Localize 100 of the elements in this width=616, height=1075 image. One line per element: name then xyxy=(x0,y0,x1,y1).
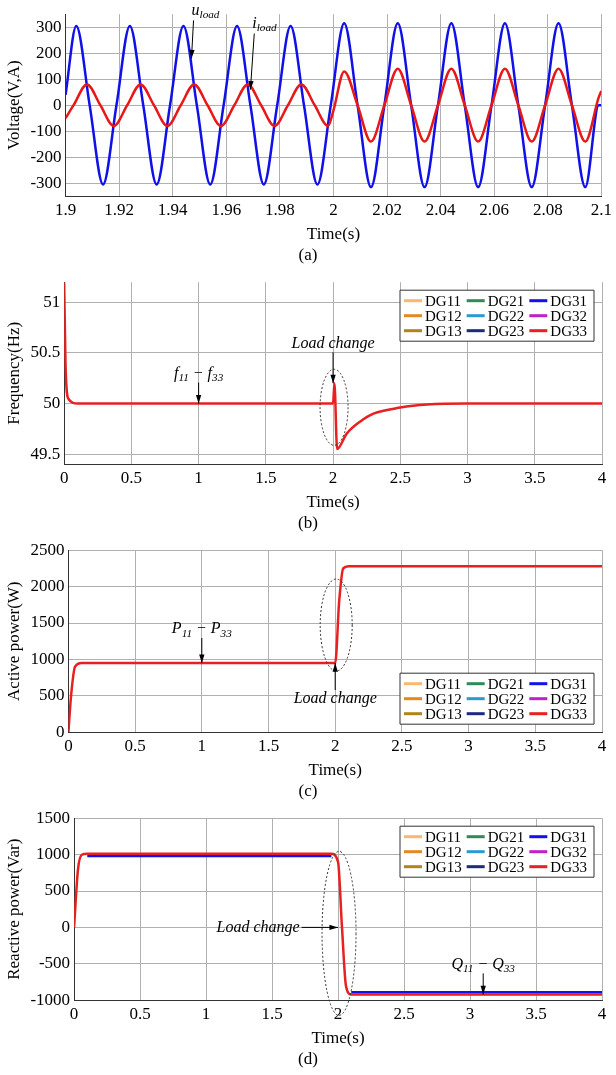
x-tick-label: 3 xyxy=(463,467,472,487)
text: (c) xyxy=(297,781,319,802)
y-tick-label: 2000 xyxy=(30,576,65,596)
text: (b) xyxy=(297,513,319,534)
legend-label: DG32 xyxy=(550,843,588,860)
legend-label: DG32 xyxy=(550,690,588,707)
x-tick-label: 2.08 xyxy=(532,199,563,219)
y-tick-label: 200 xyxy=(36,42,62,62)
legend-label: DG33 xyxy=(550,322,588,339)
x-tick-label: 1.5 xyxy=(255,467,277,487)
x-tick-label: 1.98 xyxy=(265,199,295,219)
x-tick-label: 2 xyxy=(329,199,338,219)
text: (d) xyxy=(297,1049,319,1070)
x-tick-label: 1.94 xyxy=(157,199,189,219)
x-tick-label: 3 xyxy=(465,1003,475,1023)
y-tick-label: 50 xyxy=(43,393,61,412)
x-tick-label: 3.5 xyxy=(524,467,546,487)
x-axis-title: Time(s) xyxy=(306,224,361,244)
y-tick-label: 0 xyxy=(53,94,62,114)
legend-label: DG11 xyxy=(425,828,462,845)
x-tick-label: 2.5 xyxy=(391,735,413,755)
x-tick-label: 3 xyxy=(464,735,473,755)
x-tick-label: 2.5 xyxy=(393,1003,415,1023)
line-series xyxy=(65,67,602,143)
legend-label: DG31 xyxy=(550,292,588,309)
x-tick-label: 2.04 xyxy=(425,199,457,219)
x-tick-label: 4 xyxy=(597,1003,607,1023)
legend-label: DG21 xyxy=(487,828,525,845)
legend-label: DG22 xyxy=(487,690,525,707)
text: (a) xyxy=(297,245,319,266)
y-axis-title: Reactive power(Var) xyxy=(3,838,23,980)
legend-label: DG22 xyxy=(487,307,525,324)
legend-label: DG11 xyxy=(425,675,462,692)
y-tick-label: 1500 xyxy=(36,807,71,827)
x-tick-label: 3.5 xyxy=(525,1003,547,1023)
x-tick-label: 1.9 xyxy=(54,199,77,219)
y-tick-label: -300 xyxy=(30,172,62,192)
y-tick-label: -100 xyxy=(30,120,62,140)
y-tick-label: 500 xyxy=(44,880,71,900)
legend-label: DG12 xyxy=(425,690,462,707)
legend-label: DG23 xyxy=(487,322,525,339)
legend-label: DG23 xyxy=(487,858,525,875)
x-tick-label: 0.5 xyxy=(120,467,143,487)
x-tick-label: 2.1 xyxy=(590,199,612,219)
legend-label: DG11 xyxy=(425,292,462,309)
x-axis-title: Time(s) xyxy=(308,760,362,780)
y-tick-label: 2500 xyxy=(30,539,65,559)
x-tick-label: 0.5 xyxy=(129,1003,151,1023)
x-tick-label: 1.92 xyxy=(104,199,135,219)
legend-label: DG13 xyxy=(425,322,462,339)
legend-label: DG21 xyxy=(487,675,525,692)
legend-label: DG12 xyxy=(425,307,462,324)
legend-label: DG13 xyxy=(425,858,462,875)
x-tick-label: 1.5 xyxy=(257,735,280,755)
legend-label: DG13 xyxy=(425,705,462,722)
x-tick-label: 2 xyxy=(333,1003,343,1023)
legend-label: DG33 xyxy=(550,705,588,722)
y-tick-label: 1000 xyxy=(30,648,65,668)
legend-label: DG23 xyxy=(487,705,525,722)
annotation: Load change xyxy=(215,917,300,936)
y-tick-label: 51 xyxy=(43,291,61,311)
x-tick-label: 2 xyxy=(330,735,340,755)
x-tick-label: 0.5 xyxy=(124,735,146,755)
x-tick-label: 2.5 xyxy=(389,467,411,487)
y-axis-title: Frequency(Hz) xyxy=(3,321,23,425)
y-tick-label: 0 xyxy=(55,721,65,741)
x-axis-title: Time(s) xyxy=(311,1028,365,1048)
x-tick-label: 4 xyxy=(597,467,607,487)
y-tick-label: 50.5 xyxy=(30,342,61,362)
y-tick-label: 1500 xyxy=(30,612,65,632)
legend-label: DG12 xyxy=(425,843,462,860)
y-tick-label: -200 xyxy=(30,146,62,166)
legend-label: DG31 xyxy=(550,828,588,845)
x-tick-label: 2 xyxy=(328,467,338,487)
y-tick-label: 500 xyxy=(38,685,65,705)
y-tick-label: 49.5 xyxy=(30,443,61,463)
legend-label: DG33 xyxy=(550,858,588,875)
x-tick-label: 1.5 xyxy=(261,1003,283,1023)
x-tick-label: 1.96 xyxy=(211,199,242,219)
legend-label: DG31 xyxy=(550,675,588,692)
y-tick-label: -1000 xyxy=(30,989,71,1009)
y-tick-label: 0 xyxy=(61,916,71,936)
x-tick-label: 1 xyxy=(194,467,203,487)
x-tick-label: 3.5 xyxy=(524,735,546,755)
x-axis-title: Time(s) xyxy=(306,492,360,512)
annotation: Load change xyxy=(290,333,375,352)
y-axis-title: Voltage(V,A) xyxy=(3,60,23,150)
y-tick-label: 300 xyxy=(36,16,62,36)
annotation: Load change xyxy=(292,689,377,708)
x-tick-label: 4 xyxy=(597,735,607,755)
legend-label: DG32 xyxy=(550,307,588,324)
legend-label: DG22 xyxy=(487,843,525,860)
y-tick-label: 1000 xyxy=(36,844,71,864)
y-axis-title: Active power(W) xyxy=(3,581,23,701)
legend-label: DG21 xyxy=(487,292,525,309)
x-tick-label: 1 xyxy=(197,735,207,755)
y-tick-label: 100 xyxy=(36,68,62,88)
x-tick-label: 2.02 xyxy=(372,199,402,219)
y-tick-label: -500 xyxy=(38,953,71,973)
x-tick-label: 2.06 xyxy=(479,199,510,219)
